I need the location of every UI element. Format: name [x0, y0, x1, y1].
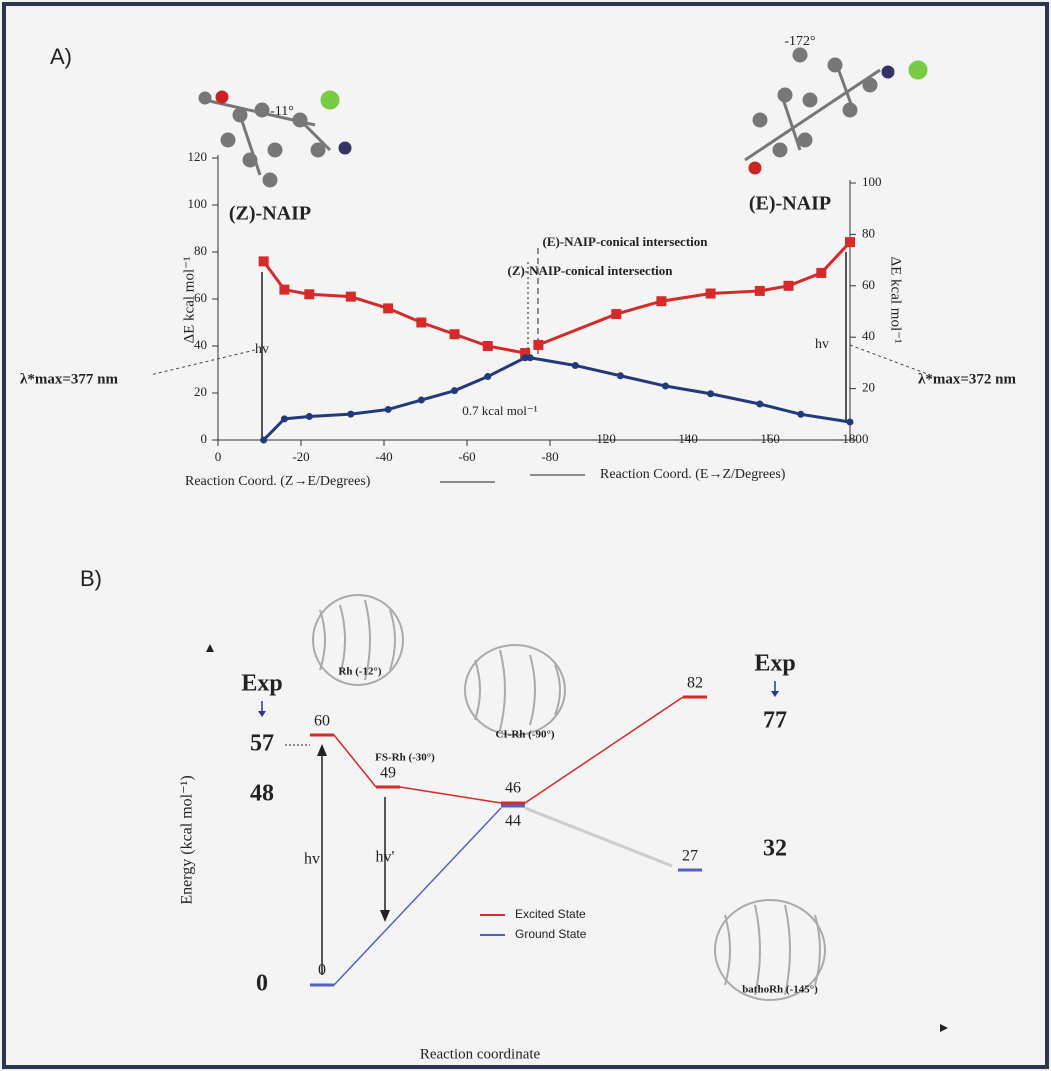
- point: [656, 296, 666, 306]
- exp-value: 48: [250, 781, 274, 807]
- y-tick-label: 120: [188, 149, 208, 164]
- point: [707, 390, 714, 397]
- y-tick-label: 80: [194, 243, 207, 258]
- point: [416, 318, 426, 328]
- x2-tick-label: -180: [838, 431, 862, 446]
- x-tick-label: -80: [541, 449, 558, 464]
- annotation: (E)-NAIP-conical intersection: [543, 234, 709, 249]
- y-axis-label: Energy (kcal mol⁻¹): [179, 775, 196, 904]
- y-tick-label: 0: [201, 431, 208, 446]
- point: [756, 401, 763, 408]
- y-tick-label: 100: [188, 196, 208, 211]
- exp-label: Exp: [754, 651, 795, 677]
- y2-tick-label: 40: [862, 328, 875, 343]
- level-label: 60: [314, 713, 330, 730]
- level-label: 27: [682, 848, 698, 865]
- x2-tick-label: -160: [756, 431, 780, 446]
- point: [304, 289, 314, 299]
- annotation: λ*max=372 nm: [918, 371, 1017, 387]
- x-axis-label: Reaction coordinate: [420, 1046, 541, 1062]
- annotation: hv: [255, 342, 269, 357]
- annotation: λ*max=377 nm: [20, 371, 119, 387]
- exp-label: Exp: [241, 671, 282, 697]
- y-axis-label: ΔE kcal mol⁻¹: [181, 256, 197, 343]
- point: [347, 411, 354, 418]
- y2-tick-label: 80: [862, 225, 875, 240]
- x-tick-label: -20: [292, 449, 309, 464]
- annotation: (Z)-NAIP: [229, 203, 311, 225]
- exp-value: 32: [763, 836, 787, 862]
- point: [450, 329, 460, 339]
- point: [484, 373, 491, 380]
- panel-label: B): [80, 566, 102, 591]
- legend-label: Excited State: [515, 907, 586, 921]
- x2-tick-label: -120: [592, 431, 616, 446]
- point: [483, 341, 493, 351]
- point: [611, 309, 621, 319]
- level-label: 44: [505, 813, 521, 830]
- annotation: hv': [376, 849, 395, 866]
- point: [572, 362, 579, 369]
- x-tick-label: -40: [375, 449, 392, 464]
- annotation: hv: [304, 851, 320, 868]
- point: [259, 256, 269, 266]
- point: [706, 289, 716, 299]
- annotation: (Z)-NAIP-conical intersection: [508, 263, 674, 278]
- exp-value: 0: [256, 971, 268, 997]
- structure-label: Rh (-12°): [338, 666, 382, 678]
- x-axis-label: Reaction Coord. (Z→E/Degrees): [185, 474, 371, 489]
- level-label: 49: [380, 765, 396, 782]
- point: [662, 383, 669, 390]
- y2-tick-label: 60: [862, 277, 875, 292]
- x-tick-label: -60: [458, 449, 475, 464]
- point: [755, 286, 765, 296]
- point: [418, 397, 425, 404]
- point: [279, 285, 289, 295]
- figure: A)0204060801001200204060801000-20-40-60-…: [0, 0, 1051, 1071]
- point: [281, 415, 288, 422]
- exp-value: 77: [763, 708, 787, 734]
- point: [527, 354, 534, 361]
- y2-tick-label: 100: [862, 174, 882, 189]
- point: [847, 419, 854, 426]
- annotation: hv: [815, 337, 829, 352]
- structure-label: CI-Rh (-90°): [495, 729, 554, 741]
- structure-label: bathoRh (-145°): [742, 984, 818, 996]
- structure-label: FS-Rh (-30°): [375, 752, 435, 764]
- annotation: 0.7 kcal mol⁻¹: [462, 403, 537, 418]
- y-tick-label: 20: [194, 384, 207, 399]
- point: [451, 387, 458, 394]
- point: [383, 303, 393, 313]
- point: [797, 411, 804, 418]
- point: [385, 406, 392, 413]
- exp-value: 57: [250, 731, 274, 757]
- x2-tick-label: -140: [674, 431, 698, 446]
- annotation: -172°: [784, 34, 815, 49]
- point: [845, 237, 855, 247]
- x-tick-label: 0: [215, 449, 222, 464]
- point: [306, 413, 313, 420]
- level-label: 46: [505, 780, 521, 797]
- legend-label: Ground State: [515, 927, 587, 941]
- point: [346, 292, 356, 302]
- point: [533, 340, 543, 350]
- y2-axis-label: ΔE kcal mol⁻¹: [888, 256, 904, 343]
- point: [260, 437, 267, 444]
- annotation: (E)-NAIP: [749, 193, 831, 215]
- point: [617, 372, 624, 379]
- point: [784, 281, 794, 291]
- level-label: 82: [687, 675, 703, 692]
- point: [816, 268, 826, 278]
- panel-label: A): [50, 44, 72, 69]
- annotation: -11°: [270, 104, 294, 119]
- x2-axis-label: Reaction Coord. (E→Z/Degrees): [600, 467, 786, 482]
- y2-tick-label: 20: [862, 380, 875, 395]
- y2-tick-label: 0: [862, 431, 869, 446]
